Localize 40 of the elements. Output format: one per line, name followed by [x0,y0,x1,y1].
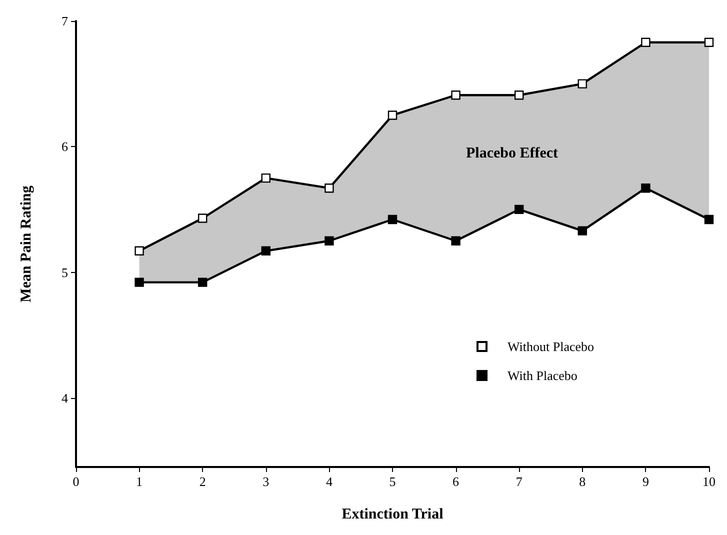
point [704,214,714,224]
legend-label: Without Placebo [508,339,594,354]
point [134,278,144,287]
x-tick-label: 4 [326,474,333,489]
y-tick-label: 7 [62,14,68,28]
y-tick-label: 4 [62,390,68,406]
x-tick-label: 7 [516,474,523,489]
y-tick-label: 5 [62,264,68,280]
point [451,236,460,246]
x-tick-label: 3 [262,474,270,489]
x-tick-label: 2 [199,474,206,489]
point [578,226,587,236]
y-axis-title: Mean Pain Rating [18,185,34,302]
x-tick-label: 0 [72,474,80,489]
point [578,79,587,88]
point [641,183,650,193]
point [324,183,334,193]
point [451,90,460,100]
point [261,246,270,256]
y-tick-label: 6 [62,139,68,154]
x-tick-label: 5 [389,474,396,489]
point [388,110,398,120]
point [198,278,208,287]
x-tick-label: 10 [702,474,716,489]
point [324,236,334,246]
x-tick-label: 9 [642,474,649,489]
point [641,38,650,47]
point [198,214,208,223]
annotation: Placebo Effect [466,146,558,162]
x-tick-label: 1 [136,474,143,489]
point [514,204,524,214]
point [704,38,714,47]
legend-label: With Placebo [508,368,578,383]
point [261,173,270,183]
x-tick-label: 8 [579,474,586,489]
point [134,246,144,256]
x-tick-label: 6 [452,474,460,489]
point [514,90,524,100]
point [388,214,398,224]
x-axis-title: Extinction Trial [342,506,444,522]
